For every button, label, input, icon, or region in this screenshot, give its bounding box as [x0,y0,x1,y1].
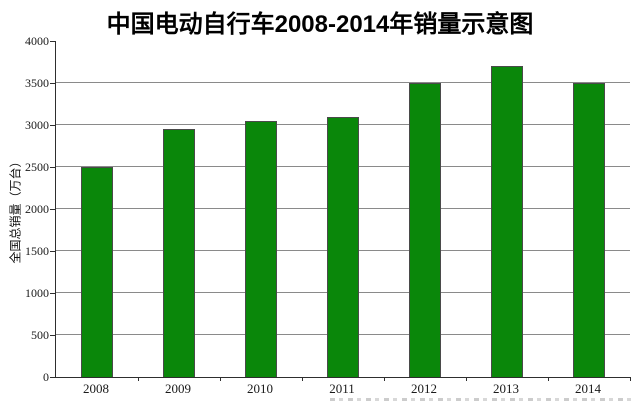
cutoff-watermark-strip [330,398,636,401]
x-tick-label-2008: 2008 [83,381,109,396]
y-axis-tick [50,83,55,84]
y-tick-label-2500: 2500 [25,160,49,174]
x-tick-label-2011: 2011 [329,381,355,396]
x-axis-tick [384,377,385,381]
y-tick-label-0: 0 [43,370,49,384]
y-tick-label-3000: 3000 [25,118,49,132]
x-tick-label-2010: 2010 [247,381,273,396]
x-axis-tick [466,377,467,381]
bar-2009 [163,129,195,377]
y-axis-tick [50,125,55,126]
x-axis-tick [220,377,221,381]
x-tick-label-2012: 2012 [411,381,437,396]
y-tick-label-1000: 1000 [25,286,49,300]
x-axis-tick [138,377,139,381]
y-axis-tick [50,41,55,42]
y-tick-label-3500: 3500 [25,76,49,90]
y-tick-label-4000: 4000 [25,34,49,48]
y-axis-tick [50,167,55,168]
x-tick-label-2009: 2009 [165,381,191,396]
chart-title: 中国电动自行车2008-2014年销量示意图 [106,11,534,38]
x-tick-label-2014: 2014 [575,381,601,396]
x-axis-tick [630,377,631,381]
y-axis-tick [50,335,55,336]
y-tick-label-1500: 1500 [25,244,49,258]
bar-2012 [409,83,441,377]
bar-2010 [245,120,277,377]
y-tick-label-2000: 2000 [25,202,49,216]
plot-area [55,41,631,381]
x-axis-tick [548,377,549,381]
bar-2013 [491,66,523,377]
y-axis-tick [50,377,55,378]
x-tick-label-2013: 2013 [493,381,519,396]
y-axis-tick [50,251,55,252]
x-axis-tick [302,377,303,381]
bar-2011 [327,116,359,377]
y-axis-tick [50,209,55,210]
y-axis-tick [50,293,55,294]
gridline-3500 [56,82,630,83]
bar-2008 [81,167,113,377]
y-tick-label-500: 500 [31,328,49,342]
bar-2014 [573,83,605,377]
